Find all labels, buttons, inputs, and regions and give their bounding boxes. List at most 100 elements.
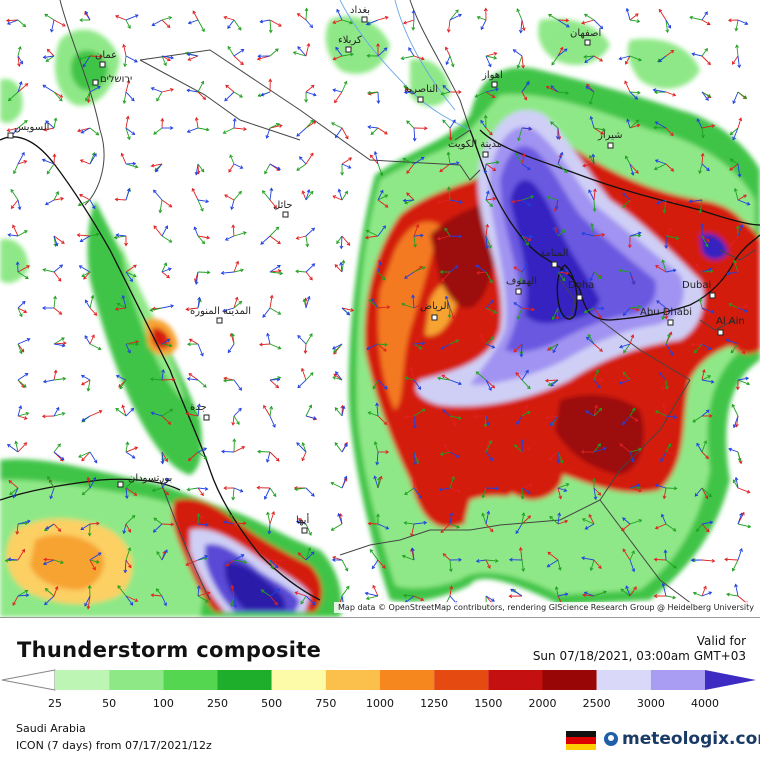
wind-arrow: [186, 486, 209, 497]
wind-arrow: [653, 159, 675, 172]
wind-arrow: [42, 369, 67, 384]
wind-arrow: [222, 117, 247, 134]
german-flag-icon[interactable]: [566, 731, 596, 750]
wind-arrow: [364, 225, 386, 240]
city-abu-dhabi: Abu Dhabi: [640, 307, 692, 326]
wind-arrow: [160, 451, 168, 465]
city-kuwait: مدينة الكويت: [448, 139, 502, 158]
wind-arrow: [149, 369, 176, 382]
svg-text:المنامة: المنامة: [540, 248, 568, 259]
wind-arrow: [41, 406, 66, 419]
wind-arrow: [658, 372, 669, 391]
wind-arrow: [618, 55, 642, 65]
wind-arrow: [15, 261, 30, 279]
wind-arrow: [701, 369, 715, 384]
wind-arrow: [473, 414, 490, 428]
wind-arrow: [84, 584, 92, 610]
wind-arrow: [330, 512, 343, 531]
wind-arrow: [78, 265, 91, 280]
wind-arrow: [619, 334, 635, 354]
legend-tick-label: 50: [102, 697, 117, 710]
wind-arrow: [656, 300, 669, 320]
wind-arrow: [729, 117, 743, 141]
wind-arrow: [43, 523, 62, 532]
wind-arrow: [402, 593, 425, 604]
svg-text:Al Ain: Al Ain: [716, 316, 745, 327]
wind-arrow: [655, 259, 677, 273]
wind-arrow: [546, 195, 559, 212]
legend-swatch: [488, 670, 543, 690]
wind-arrow: [589, 271, 603, 282]
wind-arrow: [406, 120, 428, 142]
wind-arrow: [53, 443, 65, 462]
wind-arrow: [366, 90, 381, 104]
wind-arrow: [5, 18, 27, 28]
wind-arrow: [588, 188, 597, 213]
wind-arrow: [622, 192, 633, 211]
wind-arrow: [191, 187, 210, 212]
wind-arrow: [332, 80, 348, 104]
wind-arrow: [629, 483, 643, 493]
wind-arrow: [436, 186, 463, 205]
legend-arrow-high: [705, 670, 756, 690]
wind-arrow: [304, 84, 317, 103]
wind-arrow: [373, 475, 383, 489]
svg-text:شيراز: شيراز: [597, 130, 623, 141]
wind-arrow: [120, 152, 139, 169]
wind-arrow: [224, 224, 247, 241]
city-abha: أبها: [296, 513, 309, 534]
map-view[interactable]: Doha Dubai Abu Dhabi Al Ain الرياض المنا…: [0, 0, 760, 618]
wind-arrow: [187, 10, 205, 33]
wind-arrow: [698, 152, 710, 175]
wind-arrow: [262, 294, 282, 318]
wind-arrow: [513, 302, 536, 321]
legend-swatch: [434, 670, 489, 690]
wind-arrow: [42, 557, 64, 566]
wind-arrow: [220, 260, 245, 275]
wind-arrow: [297, 546, 315, 561]
wind-arrow: [653, 121, 674, 137]
wind-arrow: [439, 265, 459, 282]
wind-arrow: [228, 154, 244, 173]
svg-text:المدينة المنورة: المدينة المنورة: [190, 306, 251, 317]
wind-arrow: [654, 483, 678, 500]
svg-text:الناصرية: الناصرية: [404, 84, 438, 95]
legend-swatch: [325, 670, 380, 690]
wind-arrow: [728, 447, 743, 465]
wind-arrow: [77, 193, 96, 210]
wind-arrow: [196, 513, 209, 527]
wind-arrow: [114, 294, 127, 311]
wind-arrow: [403, 408, 426, 429]
wind-arrow: [221, 438, 246, 454]
wind-arrow: [511, 195, 535, 207]
map-attribution: Map data © OpenStreetMap contributors, r…: [334, 602, 758, 613]
wind-arrow: [546, 343, 559, 354]
wind-arrow: [76, 232, 100, 243]
city-riyadh: الرياض: [420, 301, 449, 321]
svg-text:كربلاء: كربلاء: [338, 35, 362, 46]
wind-arrow: [366, 342, 388, 352]
wind-arrow: [223, 15, 242, 31]
svg-text:Abu Dhabi: Abu Dhabi: [640, 307, 692, 318]
wind-arrow: [520, 483, 533, 500]
wind-arrow: [585, 333, 603, 352]
city-labels: Doha Dubai Abu Dhabi Al Ain الرياض المنا…: [7, 5, 745, 534]
wind-arrow: [548, 14, 570, 28]
wind-arrow: [260, 588, 281, 606]
wind-barbs: [4, 7, 752, 610]
chart-title: Thunderstorm composite: [17, 638, 322, 662]
wind-arrow: [729, 158, 742, 178]
wind-arrow: [125, 340, 140, 354]
wind-arrow: [696, 118, 716, 139]
wind-arrow: [725, 338, 746, 355]
meteologix-logo[interactable]: meteologix.com: [604, 729, 760, 749]
legend-tick-label: 2500: [582, 697, 611, 710]
legend-tick-label: 1250: [420, 697, 449, 710]
model-run-label: ICON (7 days) from 07/17/2021/12z: [16, 739, 212, 752]
wind-arrow: [654, 513, 677, 532]
wind-arrow: [230, 584, 238, 609]
wind-arrow: [513, 439, 532, 453]
wind-arrow: [84, 334, 102, 351]
wind-arrow: [17, 405, 30, 420]
svg-text:عمان: عمان: [95, 50, 117, 61]
